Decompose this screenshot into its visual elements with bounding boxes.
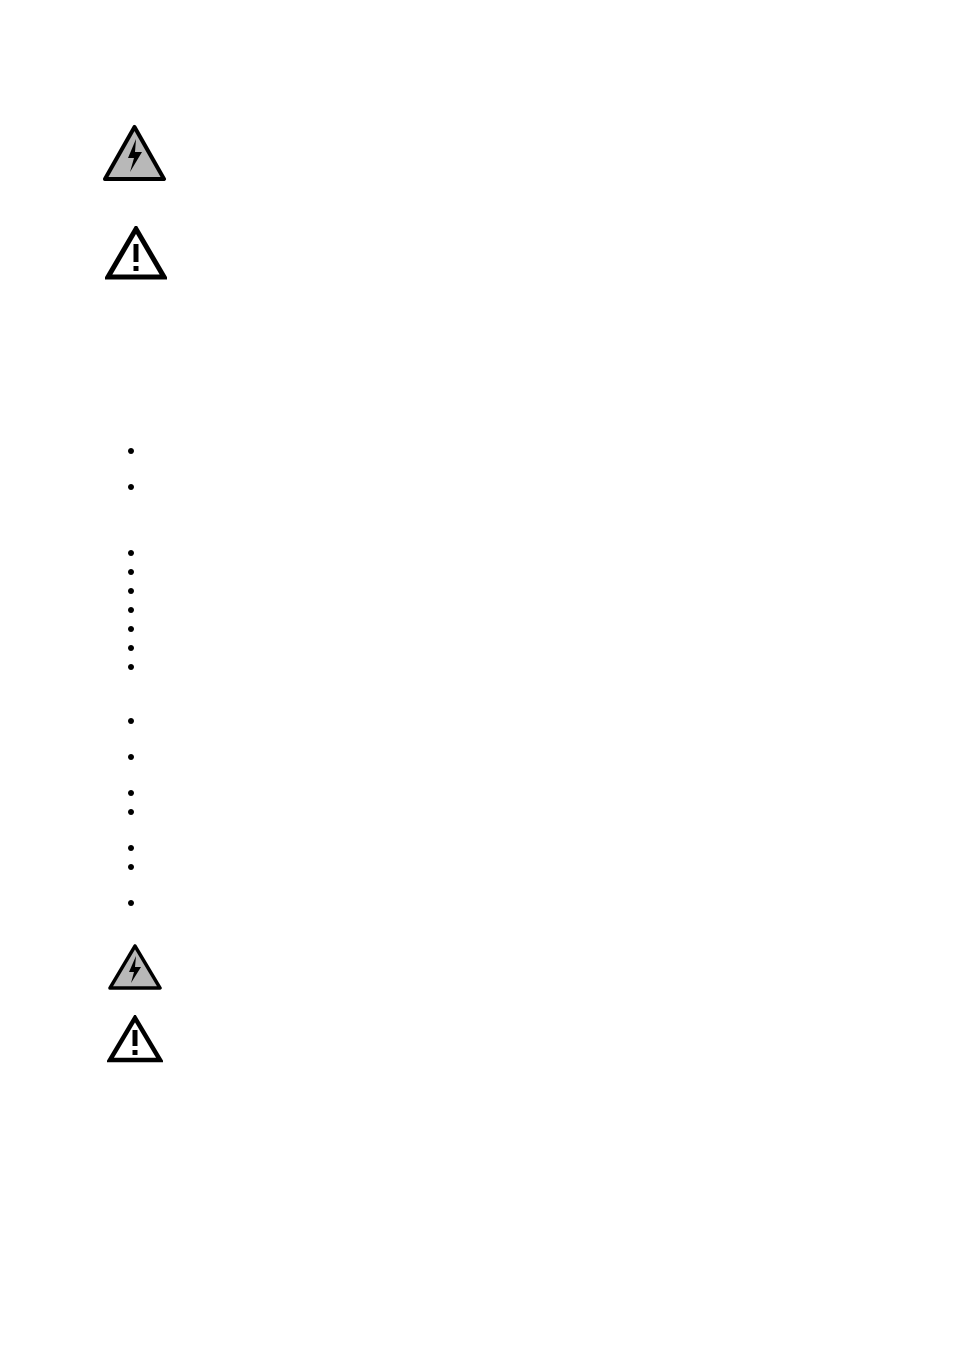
electrical-hazard-icon bbox=[102, 124, 167, 182]
bullet bbox=[128, 864, 134, 870]
bullet bbox=[128, 448, 134, 454]
bullet bbox=[128, 588, 134, 594]
general-warning-icon bbox=[105, 226, 167, 280]
bullet bbox=[128, 645, 134, 651]
bullet bbox=[128, 754, 134, 760]
bullet bbox=[128, 626, 134, 632]
electrical-hazard-icon bbox=[107, 943, 163, 991]
bullet bbox=[128, 484, 134, 490]
bullet bbox=[128, 664, 134, 670]
bullet bbox=[128, 718, 134, 724]
general-warning-icon bbox=[107, 1015, 163, 1063]
bullet bbox=[128, 845, 134, 851]
bullet bbox=[128, 790, 134, 796]
bullet bbox=[128, 607, 134, 613]
bullet bbox=[128, 900, 134, 906]
bullet bbox=[128, 569, 134, 575]
bullet bbox=[128, 809, 134, 815]
bullet bbox=[128, 550, 134, 556]
